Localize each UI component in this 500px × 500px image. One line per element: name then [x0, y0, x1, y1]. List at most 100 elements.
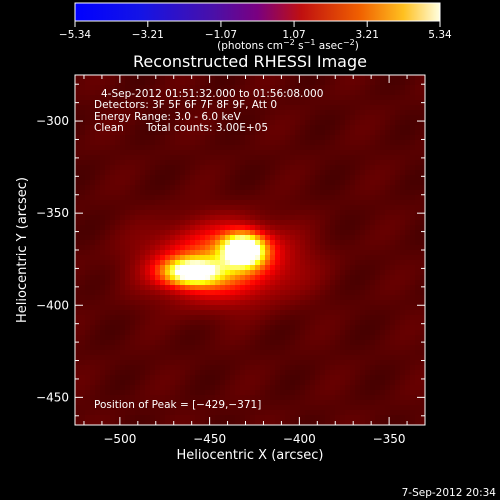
heatmap-cell — [155, 230, 161, 236]
heatmap-cell — [235, 110, 241, 116]
heatmap-cell — [420, 85, 426, 91]
heatmap-cell — [335, 225, 341, 231]
heatmap-cell — [290, 380, 296, 386]
heatmap-cell — [225, 285, 231, 291]
heatmap-cell — [140, 350, 146, 356]
heatmap-cell — [385, 365, 391, 371]
heatmap-cell — [230, 280, 236, 286]
heatmap-cell — [405, 240, 411, 246]
heatmap-cell — [235, 325, 241, 331]
heatmap-cell — [200, 340, 206, 346]
heatmap-cell — [90, 340, 96, 346]
heatmap-cell — [375, 100, 381, 106]
heatmap-cell — [265, 380, 271, 386]
heatmap-cell — [150, 130, 156, 136]
heatmap-cell — [365, 310, 371, 316]
heatmap-cell — [390, 295, 396, 301]
heatmap-cell — [395, 330, 401, 336]
heatmap-cell — [105, 290, 111, 296]
heatmap-cell — [225, 365, 231, 371]
heatmap-cell — [155, 285, 161, 291]
heatmap-cell — [85, 255, 91, 261]
heatmap-cell — [80, 295, 86, 301]
heatmap-cell — [125, 325, 131, 331]
heatmap-cell — [305, 205, 311, 211]
heatmap-cell — [100, 395, 106, 401]
heatmap-cell — [290, 140, 296, 146]
heatmap-cell — [350, 95, 356, 101]
heatmap-cell — [215, 150, 221, 156]
heatmap-cell — [250, 420, 256, 426]
heatmap-cell — [110, 180, 116, 186]
heatmap-cell — [210, 215, 216, 221]
heatmap-cell — [220, 370, 226, 376]
heatmap-cell — [420, 260, 426, 266]
heatmap-cell — [175, 225, 181, 231]
heatmap-cell — [325, 295, 331, 301]
heatmap-cell — [85, 275, 91, 281]
heatmap-cell — [370, 380, 376, 386]
heatmap-cell — [130, 170, 136, 176]
heatmap-cell — [155, 105, 161, 111]
heatmap-cell — [255, 270, 261, 276]
heatmap-cell — [175, 270, 181, 276]
heatmap-cell — [230, 235, 236, 241]
heatmap-cell — [370, 385, 376, 391]
heatmap-cell — [185, 295, 191, 301]
heatmap-cell — [105, 100, 111, 106]
heatmap-cell — [240, 260, 246, 266]
heatmap-cell — [265, 200, 271, 206]
heatmap-cell — [380, 170, 386, 176]
heatmap-cell — [400, 90, 406, 96]
heatmap-cell — [375, 240, 381, 246]
heatmap-cell — [395, 365, 401, 371]
heatmap-cell — [320, 280, 326, 286]
heatmap-cell — [180, 395, 186, 401]
heatmap-cell — [290, 215, 296, 221]
heatmap-cell — [175, 220, 181, 226]
heatmap-cell — [95, 105, 101, 111]
heatmap-cell — [320, 155, 326, 161]
heatmap-cell — [390, 215, 396, 221]
heatmap-cell — [405, 260, 411, 266]
heatmap-cell — [240, 120, 246, 126]
heatmap-cell — [335, 305, 341, 311]
heatmap-cell — [400, 115, 406, 121]
heatmap-cell — [140, 290, 146, 296]
heatmap-cell — [295, 280, 301, 286]
heatmap-cell — [180, 150, 186, 156]
heatmap-cell — [415, 165, 421, 171]
heatmap-cell — [350, 85, 356, 91]
heatmap-cell — [250, 105, 256, 111]
heatmap-cell — [400, 245, 406, 251]
heatmap-cell — [110, 265, 116, 271]
heatmap-cell — [125, 160, 131, 166]
y-tick-label: −350 — [36, 206, 69, 220]
heatmap-cell — [375, 390, 381, 396]
heatmap-cell — [195, 390, 201, 396]
heatmap-cell — [275, 225, 281, 231]
heatmap-cell — [185, 330, 191, 336]
heatmap-cell — [100, 85, 106, 91]
heatmap-cell — [120, 230, 126, 236]
heatmap-cell — [115, 155, 121, 161]
heatmap-cell — [295, 185, 301, 191]
heatmap-cell — [95, 410, 101, 416]
heatmap-cell — [305, 375, 311, 381]
heatmap-cell — [150, 255, 156, 261]
heatmap-cell — [355, 165, 361, 171]
heatmap-cell — [75, 365, 81, 371]
heatmap-cell — [330, 285, 336, 291]
heatmap-cell — [105, 205, 111, 211]
heatmap-cell — [90, 165, 96, 171]
heatmap-cell — [370, 75, 376, 81]
heatmap-cell — [375, 340, 381, 346]
heatmap-cell — [385, 95, 391, 101]
heatmap-cell — [225, 225, 231, 231]
heatmap-cell — [270, 285, 276, 291]
heatmap-cell — [100, 340, 106, 346]
heatmap-cell — [260, 395, 266, 401]
heatmap-cell — [230, 315, 236, 321]
heatmap-cell — [400, 355, 406, 361]
heatmap-cell — [335, 230, 341, 236]
